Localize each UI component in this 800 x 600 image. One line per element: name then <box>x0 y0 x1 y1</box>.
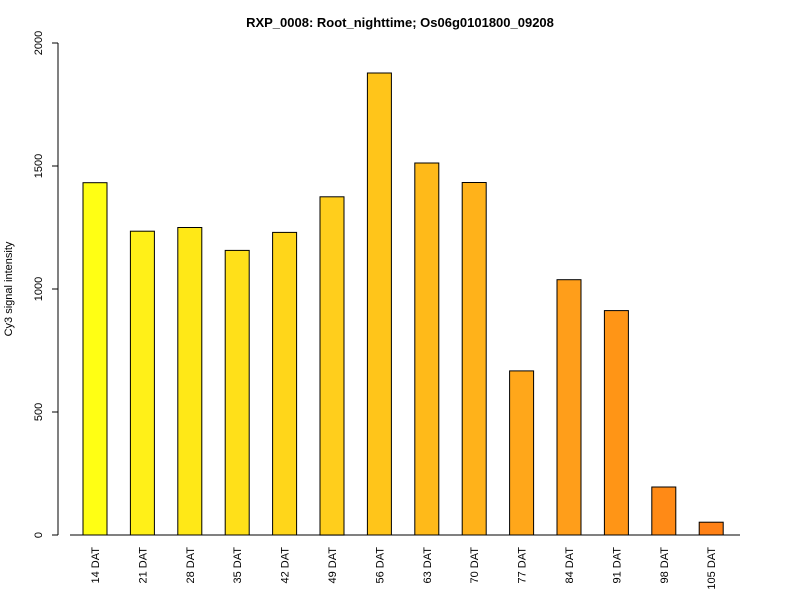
bar-21-dat <box>129 230 155 536</box>
bar-98-dat <box>651 486 677 536</box>
bar-105-dat <box>698 521 724 536</box>
y-tick-label: 500 <box>33 403 45 421</box>
y-axis: 0 500 1000 1500 2000 <box>33 31 59 538</box>
bar-35-dat <box>224 249 250 536</box>
x-tick-label: 105 DAT <box>706 547 718 590</box>
bar-14-dat <box>82 182 108 536</box>
x-tick-label: 63 DAT <box>422 547 434 584</box>
y-tick-label: 1000 <box>33 277 45 301</box>
x-tick-label: 77 DAT <box>517 547 529 584</box>
bar-84-dat <box>556 279 582 536</box>
bar-49-dat <box>319 196 345 536</box>
bar-77-dat <box>509 370 535 536</box>
chart-title: RXP_0008: Root_nighttime; Os06g0101800_0… <box>246 15 554 30</box>
x-tick-label: 42 DAT <box>280 547 292 584</box>
x-tick-label: 28 DAT <box>185 547 197 584</box>
bar-91-dat <box>603 310 629 536</box>
x-tick-label: 84 DAT <box>564 547 576 584</box>
bar-56-dat <box>366 72 392 536</box>
y-axis-label: Cy3 signal intensity <box>3 241 15 336</box>
bar-70-dat <box>461 182 487 536</box>
x-tick-label: 91 DAT <box>611 547 623 584</box>
bar-63-dat <box>414 162 440 536</box>
bars-group <box>82 72 724 536</box>
x-tick-label: 14 DAT <box>90 547 102 584</box>
x-tick-label: 35 DAT <box>232 547 244 584</box>
y-tick-label: 1500 <box>33 154 45 178</box>
x-tick-label: 21 DAT <box>137 547 149 584</box>
x-tick-label: 98 DAT <box>659 547 671 584</box>
y-tick-label: 0 <box>33 532 45 538</box>
x-axis: 14 DAT 21 DAT 28 DAT 35 DAT 42 DAT 49 DAT 56 D… <box>70 534 740 590</box>
bar-28-dat <box>177 227 203 536</box>
x-tick-label: 56 DAT <box>374 547 386 584</box>
x-tick-label: 49 DAT <box>327 547 339 584</box>
x-tick-label: 70 DAT <box>469 547 481 584</box>
y-tick-label: 2000 <box>33 31 45 55</box>
bar-42-dat <box>272 231 298 536</box>
